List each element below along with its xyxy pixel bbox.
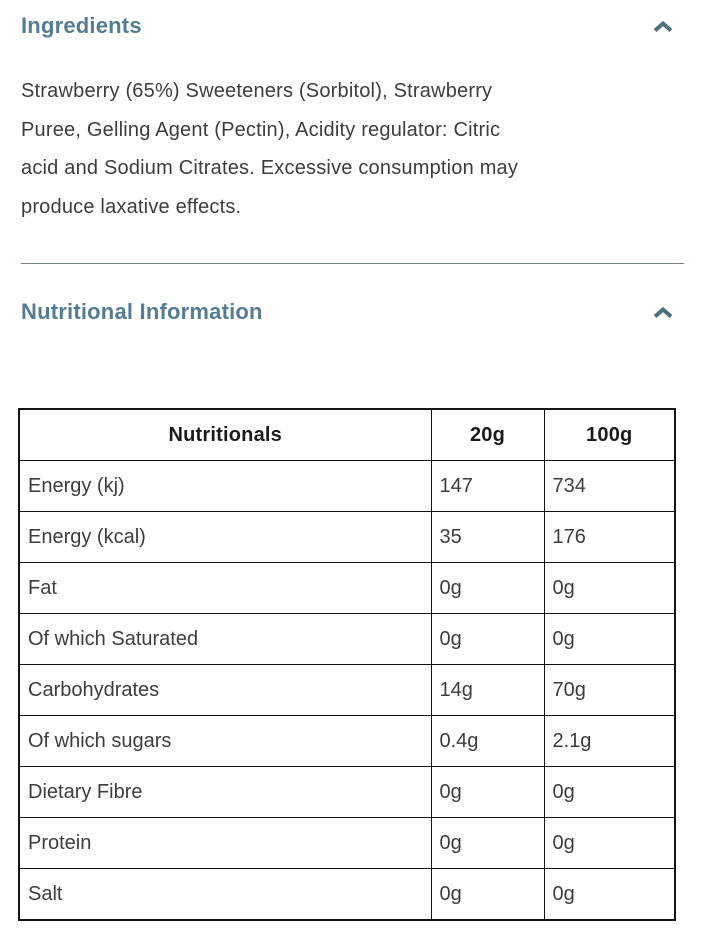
ingredients-text-line: acid and Sodium Citrates. Excessive cons…	[21, 157, 519, 179]
nutrient-label: Dietary Fibre	[18, 766, 432, 818]
table-row: Salt 0g 0g	[18, 868, 676, 921]
column-header-20g: 20g	[430, 408, 545, 461]
nutrient-value-20g: 0g	[430, 868, 545, 921]
table-row: Dietary Fibre 0g 0g	[18, 766, 676, 818]
ingredients-text-line: produce laxative effects.	[21, 195, 242, 218]
nutrient-value-20g: 14g	[430, 664, 545, 716]
nutrient-value-20g: 0g	[430, 766, 545, 818]
nutrient-value-20g: 0g	[430, 613, 545, 665]
section-divider	[21, 263, 684, 264]
nutrient-label: Energy (kcal)	[18, 511, 432, 563]
nutrient-value-20g: 35	[430, 511, 545, 563]
table-row: Carbohydrates 14g 70g	[18, 664, 676, 716]
nutrition-title: Nutritional Information	[21, 299, 263, 324]
ingredients-section-header[interactable]: Ingredients	[21, 13, 684, 39]
column-header-100g: 100g	[543, 408, 676, 461]
nutrient-value-100g: 0g	[543, 817, 676, 869]
nutrient-value-100g: 0g	[543, 562, 676, 614]
nutrient-label: Fat	[18, 562, 432, 614]
nutrient-value-100g: 0g	[543, 868, 676, 921]
chevron-up-icon	[652, 305, 674, 320]
ingredients-collapse-button[interactable]	[652, 18, 674, 34]
ingredients-text-line: Puree, Gelling Agent (Pectin), Acidity r…	[21, 118, 501, 141]
nutrient-value-20g: 0.4g	[430, 715, 545, 767]
nutrient-label: Salt	[18, 868, 432, 921]
nutrient-value-20g: 147	[430, 460, 545, 512]
nutrient-label: Carbohydrates	[18, 664, 432, 716]
table-row: Of which sugars 0.4g 2.1g	[18, 715, 676, 767]
ingredients-title: Ingredients	[21, 13, 142, 38]
table-row: Energy (kcal) 35 176	[18, 511, 676, 563]
column-header-nutritionals: Nutritionals	[18, 408, 432, 461]
table-row: Of which Saturated 0g 0g	[18, 613, 676, 665]
nutrient-value-100g: 176	[543, 511, 676, 563]
nutrition-collapse-button[interactable]	[652, 304, 674, 320]
ingredients-text-line: Strawberry (65%) Sweeteners (Sorbitol), …	[21, 80, 493, 102]
nutrient-value-100g: 2.1g	[543, 715, 676, 767]
nutrient-label: Energy (kj)	[18, 460, 432, 512]
nutrient-value-20g: 0g	[430, 562, 545, 614]
nutrient-label: Protein	[18, 817, 432, 869]
nutrient-value-100g: 734	[543, 460, 676, 512]
chevron-up-icon	[652, 19, 674, 34]
nutrient-value-20g: 0g	[430, 817, 545, 869]
table-row: Fat 0g 0g	[18, 562, 676, 614]
table-row: Energy (kj) 147 734	[18, 460, 676, 512]
nutrient-label: Of which Saturated	[18, 613, 432, 665]
nutrient-value-100g: 70g	[543, 664, 676, 716]
table-row: Protein 0g 0g	[18, 817, 676, 869]
nutrient-value-100g: 0g	[543, 613, 676, 665]
nutrition-section-header[interactable]: Nutritional Information	[21, 299, 684, 325]
ingredients-text: Strawberry (65%) Sweeteners (Sorbitol), …	[21, 72, 684, 226]
nutrition-table: Nutritionals 20g 100g Energy (kj) 147 73…	[18, 408, 676, 921]
nutrient-label: Of which sugars	[18, 715, 432, 767]
table-header-row: Nutritionals 20g 100g	[18, 408, 676, 461]
nutrient-value-100g: 0g	[543, 766, 676, 818]
